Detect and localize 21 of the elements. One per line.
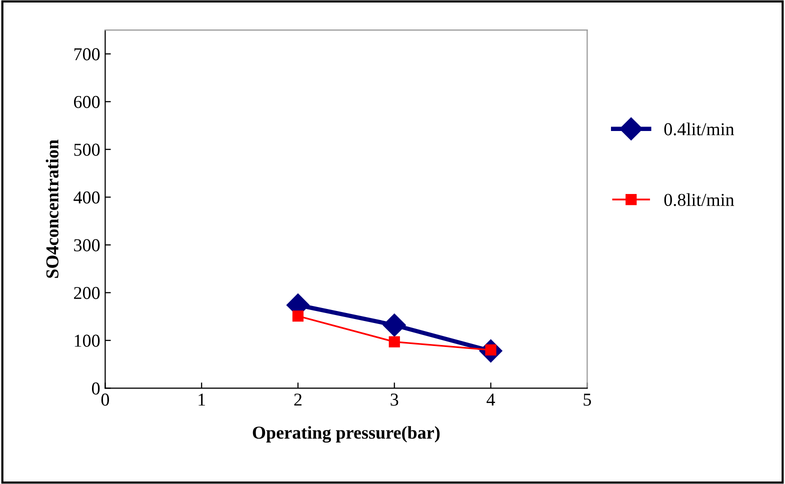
y-tick-label: 500 xyxy=(74,144,100,156)
x-tick-label: 1 xyxy=(198,394,206,406)
y-tick-label: 0 xyxy=(92,382,100,395)
x-tick-label: 3 xyxy=(390,394,398,406)
x-tick-label: 5 xyxy=(584,394,591,406)
x-tick-label: 2 xyxy=(294,394,302,406)
point xyxy=(388,336,400,348)
y-tick-label: 700 xyxy=(74,48,100,60)
point xyxy=(382,314,406,337)
legend-label: 0.4lit/min xyxy=(664,122,734,136)
y-tick-label: 600 xyxy=(74,96,100,108)
x-axis-title: Operating pressure(bar) xyxy=(252,426,440,443)
legend-label: 0.8lit/min xyxy=(664,193,734,206)
y-tick-label: 200 xyxy=(74,286,100,300)
y-tick-label: 100 xyxy=(74,334,100,347)
point xyxy=(292,310,304,322)
x-tick-label: 4 xyxy=(486,394,496,406)
x-tick-label: 0 xyxy=(101,394,110,406)
y-tick-label: 300 xyxy=(74,239,100,252)
y-tick-label: 400 xyxy=(74,191,100,204)
y-axis-title: SO4concentration xyxy=(46,140,58,278)
